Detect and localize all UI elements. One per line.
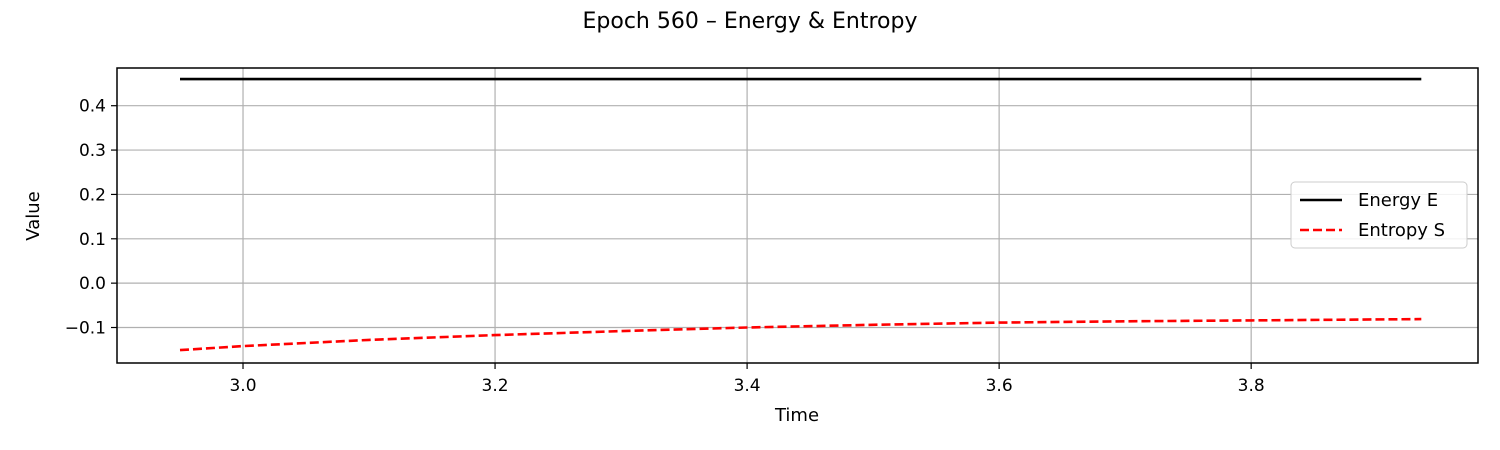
x-axis-ticks: 3.0 3.2 3.4 3.6 3.8 [229, 363, 1265, 396]
x-tick-label: 3.0 [229, 376, 256, 396]
series-layer [179, 77, 1422, 352]
x-axis-title: Time [774, 405, 819, 426]
legend-label-entropy: Entropy S [1358, 220, 1445, 241]
plot-frame [116, 67, 1479, 364]
chart-title: Epoch 560 – Energy & Entropy [583, 9, 918, 34]
legend-box [1290, 181, 1468, 249]
y-tick-label: 0.4 [79, 97, 106, 117]
y-tick-label: 0.0 [79, 274, 106, 294]
y-tick-label: 0.1 [79, 230, 106, 250]
series-line-entropy [179, 317, 1422, 352]
grid [117, 68, 1478, 363]
legend-label-energy: Energy E [1358, 190, 1438, 211]
y-axis-ticks: −0.1 0.0 0.1 0.2 0.3 0.4 [65, 97, 117, 339]
y-axis-title: Value [23, 191, 44, 240]
y-tick-label: 0.3 [79, 141, 106, 161]
x-tick-label: 3.8 [1238, 376, 1265, 396]
x-tick-label: 3.4 [734, 376, 761, 396]
y-tick-label: −0.1 [65, 319, 106, 339]
y-tick-label: 0.2 [79, 185, 106, 205]
legend: Energy E Entropy S [1290, 181, 1468, 249]
x-tick-label: 3.2 [482, 376, 509, 396]
x-tick-label: 3.6 [986, 376, 1013, 396]
